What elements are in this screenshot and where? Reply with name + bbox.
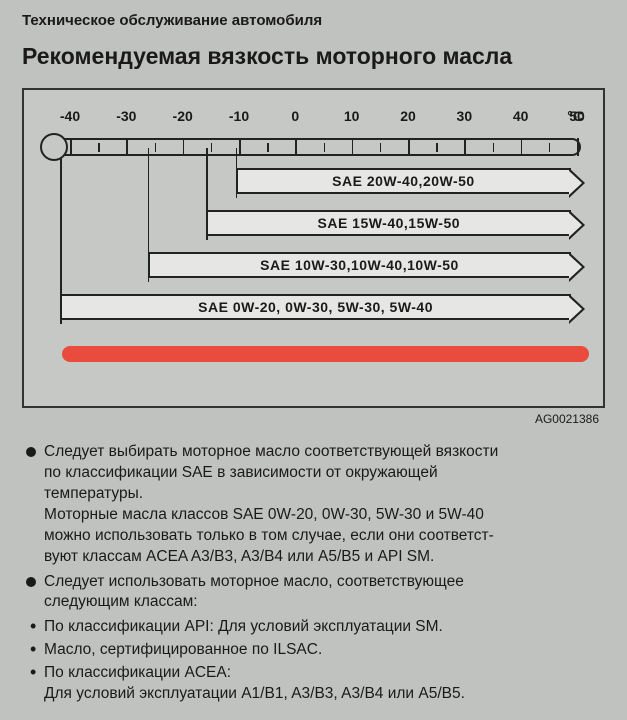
scale-tick-label: 50 (569, 108, 585, 124)
highlight-marker (62, 346, 589, 362)
viscosity-bar: SAE 15W-40,15W-50 (206, 210, 571, 236)
note-text: Моторные масла классов SAE 0W-20, 0W-30,… (44, 506, 484, 523)
sub-bullet-icon: • (30, 617, 36, 635)
note-sub-item: • По классификации API: Для условий эксп… (22, 617, 605, 638)
note-text: температуры. (44, 485, 143, 502)
note-text: вуют классам ACEA A3/B3, A3/B4 или A5/B5… (44, 548, 434, 565)
viscosity-bars: SAE 20W-40,20W-50 SAE 15W-40,15W-50 SAE 10… (60, 168, 587, 336)
note-text: Для условий эксплуатации A1/B1, A3/B3, A… (44, 685, 465, 702)
note-text: следующим классам: (44, 593, 198, 610)
note-item: Следует выбирать моторное масло соответс… (22, 442, 605, 568)
note-text: по классификации SAE в зависимости от ок… (44, 464, 438, 481)
note-text: можно использовать только в том случае, … (44, 527, 494, 544)
scale-tick-label: 0 (291, 108, 299, 124)
viscosity-bar: SAE 10W-30,10W-40,10W-50 (148, 252, 571, 278)
bullet-icon (26, 447, 36, 457)
scale-tick-label: -20 (173, 108, 193, 124)
figure-id: AG0021386 (535, 412, 599, 426)
section-label: Техническое обслуживание автомобиля (22, 12, 605, 29)
viscosity-bar: SAE 20W-40,20W-50 (236, 168, 572, 194)
scale-tick-label: -40 (60, 108, 80, 124)
sub-bullet-icon: • (30, 640, 36, 658)
note-item: Следует использовать моторное масло, соо… (22, 572, 605, 614)
scale-tick-label: -30 (116, 108, 136, 124)
note-text: По классификации ACEA: (44, 664, 231, 681)
page-title: Рекомендуемая вязкость моторного масла (22, 43, 605, 70)
thermometer-bulb (40, 133, 68, 161)
bullet-icon (26, 577, 36, 587)
viscosity-chart: °C -40-30-20-1001020304050 SAE 20W-40,20… (22, 88, 605, 408)
scale-tick-label: 10 (344, 108, 360, 124)
scale-tick-label: 20 (400, 108, 416, 124)
scale-tick-label: 30 (457, 108, 473, 124)
note-sub-item: • По классификации ACEA: Для условий экс… (22, 663, 605, 705)
notes: Следует выбирать моторное масло соответс… (22, 442, 605, 705)
scale-tick-label: -10 (229, 108, 249, 124)
note-text: По классификации API: Для условий эксплу… (44, 618, 443, 635)
note-sub-item: • Масло, сертифицированное по ILSAC. (22, 640, 605, 661)
note-text: Следует выбирать моторное масло соответс… (44, 443, 498, 460)
note-text: Масло, сертифицированное по ILSAC. (44, 641, 322, 658)
viscosity-bar: SAE 0W-20, 0W-30, 5W-30, 5W-40 (60, 294, 571, 320)
note-text: Следует использовать моторное масло, соо… (44, 573, 464, 590)
sub-bullet-icon: • (30, 663, 36, 681)
scale-tick-label: 40 (513, 108, 529, 124)
temperature-scale: °C -40-30-20-1001020304050 (70, 108, 577, 128)
